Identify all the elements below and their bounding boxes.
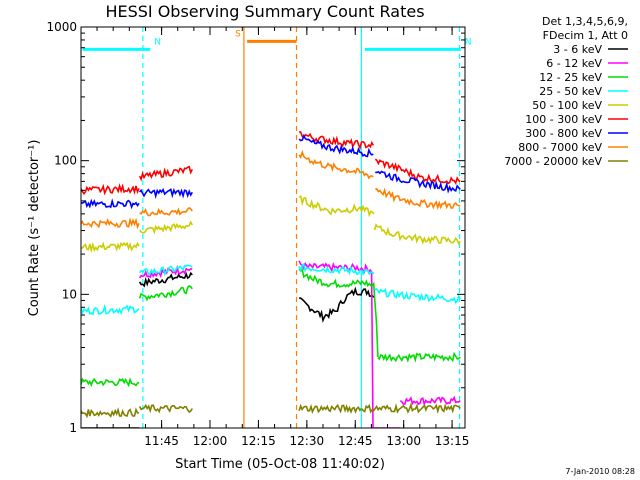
series-2-segment-1 bbox=[138, 285, 193, 302]
series-3-segment-1 bbox=[138, 264, 193, 277]
legend-header-line-1: Det 1,3,4,5,6,9, bbox=[542, 15, 628, 28]
series-3-segment-3 bbox=[374, 287, 461, 304]
series-1-segment-2 bbox=[399, 395, 461, 407]
timestamp: 7-Jan-2010 08:28 bbox=[565, 467, 635, 476]
series-3-segment-0 bbox=[81, 303, 140, 316]
x-tick-label-2: 12:15 bbox=[241, 434, 276, 448]
series-5-segment-0 bbox=[81, 183, 140, 196]
y-tick-label-2: 100 bbox=[54, 154, 77, 168]
y-tick-label-0: 1 bbox=[69, 421, 77, 435]
series-8-segment-3 bbox=[361, 402, 461, 415]
legend-label-1: 6 - 12 keV bbox=[546, 57, 602, 70]
series-6-segment-2 bbox=[298, 133, 374, 158]
legend-label-0: 3 - 6 keV bbox=[553, 43, 602, 56]
series-3-segment-2 bbox=[298, 262, 375, 277]
legend-label-2: 12 - 25 keV bbox=[539, 71, 602, 84]
legend-label-4: 50 - 100 keV bbox=[532, 99, 602, 112]
series-4-segment-3 bbox=[373, 223, 461, 246]
series-6-segment-1 bbox=[139, 187, 193, 200]
series-5-segment-3 bbox=[374, 158, 461, 185]
series-8-segment-0 bbox=[81, 407, 140, 419]
series-8-segment-2 bbox=[298, 403, 362, 414]
series-2-segment-2 bbox=[298, 268, 379, 358]
x-tick-label-4: 12:45 bbox=[338, 434, 373, 448]
series-7-segment-0 bbox=[81, 217, 140, 230]
series-7-segment-3 bbox=[375, 187, 461, 211]
series-0-segment-1 bbox=[138, 271, 193, 288]
series-4-segment-1 bbox=[138, 220, 193, 235]
series-6-segment-0 bbox=[81, 198, 140, 210]
x-tick-label-0: 11:45 bbox=[144, 434, 179, 448]
series-group bbox=[81, 130, 461, 428]
legend-label-8: 7000 - 20000 keV bbox=[504, 155, 602, 168]
series-7-segment-2 bbox=[298, 149, 374, 180]
y-tick-label-1: 10 bbox=[62, 287, 77, 301]
legend-label-6: 300 - 800 keV bbox=[525, 127, 602, 140]
series-2-segment-3 bbox=[377, 351, 461, 363]
x-tick-label-3: 12:30 bbox=[290, 434, 325, 448]
series-5-segment-2 bbox=[298, 130, 374, 151]
series-1-segment-1 bbox=[298, 260, 401, 428]
series-0-segment-2 bbox=[299, 286, 375, 324]
x-tick-label-5: 13:00 bbox=[386, 434, 421, 448]
flag-label-2: S bbox=[235, 29, 241, 39]
legend-label-3: 25 - 50 keV bbox=[539, 85, 602, 98]
y-axis-label: Count Rate (s⁻¹ detector⁻¹) bbox=[27, 140, 42, 317]
x-tick-label-1: 12:00 bbox=[193, 434, 228, 448]
legend-label-7: 800 - 7000 keV bbox=[518, 141, 602, 154]
x-axis-label: Start Time (05-Oct-08 11:40:02) bbox=[175, 457, 385, 472]
series-5-segment-1 bbox=[138, 165, 194, 182]
legend-label-5: 100 - 300 keV bbox=[525, 113, 602, 126]
plot-frame bbox=[80, 26, 466, 429]
plot-area: N N S 1 10 100 1000 11:45 12:00 12:15 12:30 12:45 13… bbox=[46, 20, 471, 448]
series-8-segment-1 bbox=[138, 403, 193, 414]
legend-header-line-2: FDecim 1, Att 0 bbox=[543, 29, 628, 42]
series-7-segment-1 bbox=[139, 206, 193, 217]
series-4-segment-0 bbox=[81, 241, 140, 254]
flag-label-0: N bbox=[154, 37, 161, 47]
flag-label-1: N bbox=[465, 37, 472, 47]
y-tick-label-3: 1000 bbox=[46, 20, 77, 34]
series-4-segment-2 bbox=[298, 195, 375, 218]
chart-title: HESSI Observing Summary Count Rates bbox=[105, 2, 424, 21]
series-6-segment-3 bbox=[375, 170, 461, 194]
x-tick-label-6: 13:15 bbox=[435, 434, 470, 448]
series-2-segment-0 bbox=[81, 377, 140, 388]
